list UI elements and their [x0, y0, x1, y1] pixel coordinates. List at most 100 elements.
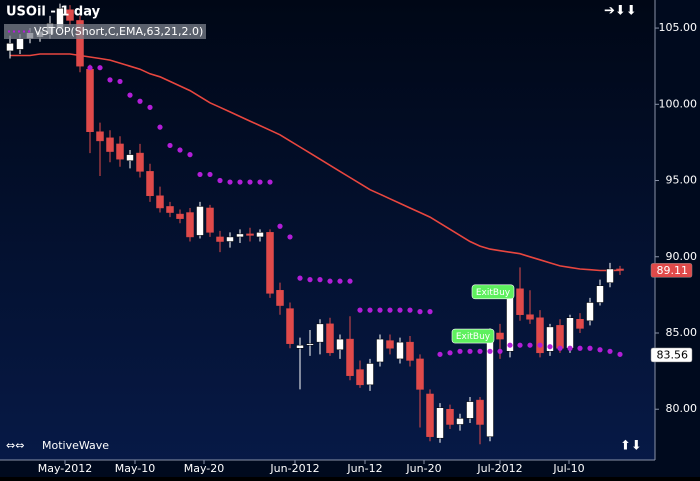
stop-dot	[187, 152, 193, 158]
stop-dot	[137, 98, 143, 104]
stop-dot	[527, 342, 533, 348]
stop-dot	[197, 171, 203, 178]
stop-dot	[517, 342, 523, 348]
stop-dot	[547, 344, 553, 350]
stop-dot	[437, 351, 443, 357]
y-axis-panel	[655, 0, 700, 477]
candle-body	[616, 268, 624, 271]
candle-body	[386, 340, 394, 349]
stop-dot	[567, 345, 573, 351]
candle-body	[546, 326, 554, 352]
stop-dot	[107, 77, 113, 83]
candle-body	[596, 285, 604, 303]
candle-body	[366, 363, 374, 386]
candle-body	[356, 369, 364, 386]
candle-body	[16, 38, 24, 50]
stop-dot	[207, 171, 213, 178]
candle-body	[466, 401, 474, 419]
stop-dot	[617, 351, 623, 357]
footer-brand: MotiveWave	[42, 439, 109, 452]
candle-body	[96, 131, 104, 142]
candle-body	[166, 206, 174, 213]
ema-line	[10, 53, 621, 272]
candle-body	[196, 206, 204, 236]
y-tick-label: 95.00	[666, 174, 698, 187]
axes: 80.00 85.00 90.00 95.00 100.00 105.00 May-2012…	[38, 21, 697, 475]
stop-dot	[397, 307, 403, 313]
stop-dot	[117, 78, 123, 85]
stop-dot	[227, 179, 233, 185]
x-tick-label: Jun-20	[405, 462, 441, 475]
candle-body	[246, 233, 254, 236]
candle-body	[186, 212, 194, 238]
chart-title: USOil - 1 day	[6, 5, 101, 20]
stop-dot	[597, 347, 603, 353]
stop-dot	[337, 278, 343, 284]
candle-body	[236, 233, 244, 238]
stop-dot	[487, 348, 493, 354]
candle-body	[376, 338, 384, 363]
stop-dot	[287, 234, 293, 240]
y-tick-label: 100.00	[659, 97, 698, 110]
candle-body	[156, 195, 164, 209]
x-tick-label: Jun-12	[346, 462, 382, 475]
stop-dot	[417, 309, 423, 315]
candle-body	[76, 20, 84, 67]
stop-dot	[127, 92, 133, 98]
nav-arrows[interactable]: ➔⬇⬇	[604, 4, 637, 19]
stop-dot	[477, 348, 483, 354]
x-tick-label: Jul-2012	[476, 462, 522, 475]
candle-body	[176, 213, 184, 219]
annotation-box	[471, 284, 515, 300]
candle-body	[476, 399, 484, 425]
legend-box	[4, 24, 206, 39]
stop-dot	[387, 307, 393, 313]
stop-dot	[157, 124, 163, 130]
annotation-label: ExitBuy	[456, 332, 491, 342]
candle-body	[306, 343, 314, 346]
candle-body	[586, 302, 594, 322]
candle-body	[446, 408, 454, 425]
x-tick-label: Jul-10	[552, 462, 584, 475]
candle-body	[136, 152, 144, 172]
candle-body	[266, 232, 274, 294]
stop-dot	[457, 348, 463, 354]
y-tick-label: 85.00	[666, 326, 698, 339]
candle-body	[516, 288, 524, 315]
candle-body	[66, 9, 74, 21]
stop-dot	[237, 179, 243, 185]
candle-body	[566, 317, 574, 349]
candle-body	[526, 314, 534, 320]
candle-body	[86, 68, 94, 132]
candle-body	[336, 338, 344, 351]
y-tick-label: 80.00	[666, 402, 698, 415]
candle-body	[346, 338, 354, 376]
candle-body	[126, 154, 134, 161]
candle-body	[406, 341, 414, 361]
stop-dot	[317, 277, 323, 283]
stop-dot	[467, 348, 473, 354]
x-tick-label: May-20	[184, 462, 225, 475]
candle-body	[576, 319, 584, 329]
stop-dot	[97, 65, 103, 71]
candle-body	[606, 268, 614, 283]
candle-body	[426, 393, 434, 437]
price-marker	[650, 347, 693, 363]
scroll-arrows[interactable]: ⇔⇔	[6, 439, 24, 452]
candle-body	[116, 143, 124, 160]
candle-body	[496, 332, 504, 340]
stop-dot	[587, 345, 593, 351]
candle-body	[146, 171, 154, 197]
candle-body	[396, 341, 404, 360]
price-marker	[650, 263, 693, 278]
stop-dot	[377, 307, 383, 313]
x-tick-label: May-10	[115, 462, 156, 475]
stop-dot	[507, 342, 513, 348]
stop-dot	[427, 309, 433, 315]
stop-dot	[407, 307, 413, 313]
candle-body	[316, 323, 324, 343]
stop-dot	[267, 179, 273, 185]
stop-dot	[557, 345, 563, 351]
price-marker-label: 83.56	[657, 348, 689, 361]
zoom-arrows[interactable]: ⬆⬇	[620, 439, 642, 454]
